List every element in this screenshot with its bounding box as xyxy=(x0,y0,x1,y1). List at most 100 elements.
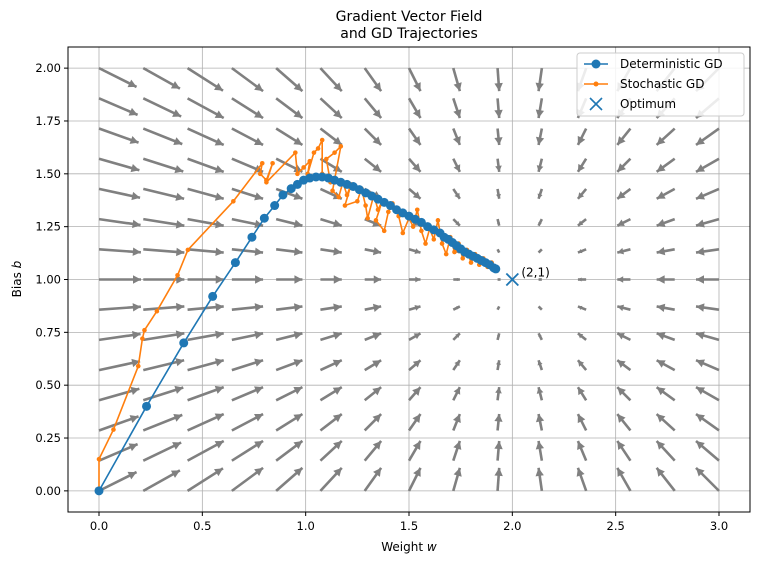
vector-arrow xyxy=(496,360,501,371)
y-tick-label: 0.00 xyxy=(35,484,61,498)
vector-arrow xyxy=(407,97,422,119)
vector-arrow xyxy=(616,217,632,227)
legend-optimum-label: Optimum xyxy=(620,97,676,111)
stochastic-gd-point xyxy=(175,272,180,278)
vector-arrow xyxy=(319,359,343,372)
vector-arrow xyxy=(452,386,462,401)
vector-arrow xyxy=(363,413,383,432)
vector-arrow xyxy=(695,303,720,312)
stochastic-gd-point xyxy=(373,218,379,223)
stochastic-gd-point xyxy=(142,327,147,333)
stochastic-gd-point xyxy=(270,160,275,166)
stochastic-gd-point xyxy=(386,209,391,215)
vector-arrow xyxy=(496,248,501,254)
vector-arrow xyxy=(231,67,264,93)
vector-arrow xyxy=(616,386,632,402)
stochastic-gd-point xyxy=(330,188,335,194)
x-axis-label: Weight w xyxy=(381,540,437,554)
vector-arrow xyxy=(495,386,502,401)
legend-deterministic-marker xyxy=(591,59,601,69)
vector-arrow xyxy=(98,97,139,117)
stochastic-gd-point xyxy=(342,203,348,208)
y-tick-label: 1.75 xyxy=(35,114,61,128)
vector-arrow xyxy=(407,67,422,92)
vector-arrow xyxy=(231,439,264,462)
vector-arrow xyxy=(231,275,264,284)
vector-arrow xyxy=(656,187,676,200)
vector-arrow xyxy=(231,303,264,312)
vector-arrow xyxy=(577,218,587,227)
x-tick-label: 1.0 xyxy=(297,519,315,533)
stochastic-gd-point xyxy=(439,241,445,246)
vector-arrow xyxy=(537,218,544,227)
vector-arrow xyxy=(98,330,141,342)
stochastic-gd-point xyxy=(435,218,441,223)
vector-arrow xyxy=(408,187,422,200)
vector-arrow xyxy=(98,358,141,372)
vector-arrow xyxy=(231,466,264,492)
stochastic-gd-point xyxy=(293,150,298,155)
vector-arrow xyxy=(98,386,140,402)
vector-arrow xyxy=(186,67,224,92)
vector-arrow xyxy=(98,470,138,493)
vector-arrow xyxy=(695,386,720,402)
vector-arrow xyxy=(494,128,503,146)
vector-arrow xyxy=(494,68,503,92)
vector-arrow xyxy=(452,305,461,311)
deterministic-gd-point xyxy=(270,201,280,211)
vector-arrow xyxy=(537,359,544,371)
stochastic-gd-point xyxy=(336,194,342,200)
vector-arrow xyxy=(537,188,544,200)
vector-arrow xyxy=(275,385,304,402)
vector-arrow xyxy=(187,358,225,372)
stochastic-gd-point xyxy=(423,241,428,246)
vector-arrow xyxy=(537,305,543,311)
vector-arrow xyxy=(98,415,139,432)
vector-arrow xyxy=(363,440,383,462)
vector-arrow xyxy=(696,275,719,284)
vector-arrow xyxy=(695,466,720,492)
vector-arrow xyxy=(616,332,632,342)
vector-arrow xyxy=(142,358,185,372)
vector-arrow xyxy=(452,467,462,492)
vector-arrow xyxy=(695,157,720,173)
stochastic-gd-point xyxy=(154,308,160,314)
stochastic-gd-point xyxy=(257,171,263,177)
legend: Deterministic GD Stochastic GD Optimum xyxy=(576,52,745,117)
vector-arrow xyxy=(535,467,544,492)
vector-arrow xyxy=(231,330,264,342)
vector-arrow xyxy=(616,157,632,173)
vector-arrow xyxy=(143,217,185,229)
stochastic-gd-point xyxy=(140,336,145,341)
vector-arrow xyxy=(408,386,422,402)
vector-arrow xyxy=(187,157,225,174)
vector-arrow xyxy=(363,157,382,173)
vector-arrow xyxy=(363,67,383,92)
vector-arrow xyxy=(98,66,138,89)
vector-arrow xyxy=(695,127,720,147)
deterministic-gd-point xyxy=(179,338,189,348)
vector-arrow xyxy=(655,440,676,462)
deterministic-gd-point xyxy=(94,486,104,496)
stochastic-gd-point xyxy=(355,198,360,204)
vector-arrow xyxy=(231,127,264,147)
vector-arrow xyxy=(98,127,139,144)
vector-arrow xyxy=(275,331,303,342)
legend-stochastic-label: Stochastic GD xyxy=(620,77,704,91)
vector-arrow xyxy=(231,385,264,402)
vector-arrow xyxy=(616,440,632,462)
vector-arrow xyxy=(363,467,383,492)
vector-arrow xyxy=(320,217,343,228)
vector-arrow xyxy=(452,188,461,200)
vector-arrow xyxy=(494,467,503,491)
vector-arrow xyxy=(616,359,632,372)
vector-arrow xyxy=(495,158,502,173)
vector-arrow xyxy=(187,412,225,432)
vector-arrow xyxy=(656,332,676,342)
stochastic-gd-point xyxy=(381,228,387,234)
stochastic-gd-point xyxy=(363,203,368,208)
vector-arrow xyxy=(275,466,304,492)
vector-arrow xyxy=(695,247,720,256)
vector-arrow xyxy=(231,358,264,372)
